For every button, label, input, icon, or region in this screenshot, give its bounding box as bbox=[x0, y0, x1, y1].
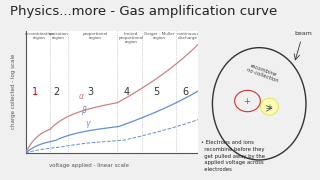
Text: beam: beam bbox=[295, 31, 313, 36]
Text: 1: 1 bbox=[32, 87, 38, 97]
Text: continuous
discharge: continuous discharge bbox=[177, 32, 199, 40]
Text: 5: 5 bbox=[153, 87, 159, 97]
Text: +: + bbox=[243, 96, 250, 105]
Text: voltage applied - linear scale: voltage applied - linear scale bbox=[49, 163, 129, 168]
Text: proportional
region: proportional region bbox=[83, 32, 108, 40]
Text: recombination
region: recombination region bbox=[24, 32, 54, 40]
Text: 2: 2 bbox=[53, 87, 59, 97]
Text: $\beta$: $\beta$ bbox=[81, 104, 87, 118]
Text: recombine
no collection: recombine no collection bbox=[245, 62, 281, 84]
Text: 4: 4 bbox=[124, 87, 130, 97]
Text: • Electrons and ions
  recombine before they
  get pulled away by the
  applied : • Electrons and ions recombine before th… bbox=[201, 140, 265, 172]
Text: +: + bbox=[267, 104, 272, 110]
Text: limited
proportional
region: limited proportional region bbox=[118, 32, 143, 44]
Text: $\gamma$: $\gamma$ bbox=[85, 119, 92, 130]
Text: charge collected - log scale: charge collected - log scale bbox=[11, 54, 16, 129]
Text: 3: 3 bbox=[87, 87, 93, 97]
Text: ionisation
region: ionisation region bbox=[49, 32, 68, 40]
Text: 6: 6 bbox=[183, 87, 189, 97]
Text: Geiger - Muller
region: Geiger - Muller region bbox=[144, 32, 174, 40]
Ellipse shape bbox=[260, 98, 278, 115]
Text: Physics...more - Gas amplification curve: Physics...more - Gas amplification curve bbox=[10, 5, 277, 18]
Text: $\alpha$: $\alpha$ bbox=[78, 92, 85, 101]
